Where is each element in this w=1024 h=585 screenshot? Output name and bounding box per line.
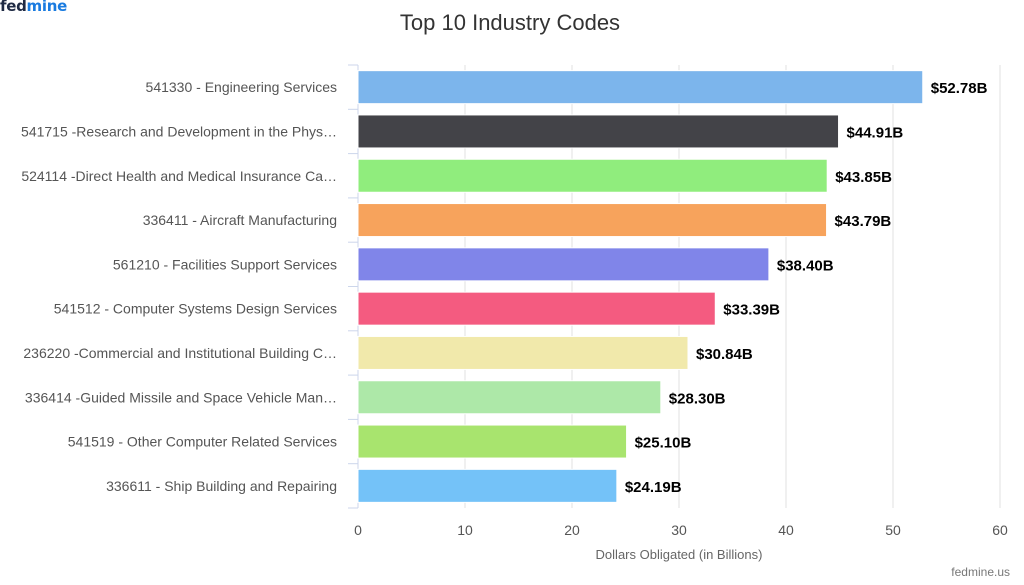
data-label: $52.78B <box>931 80 988 97</box>
fedmine-logo: fedmine <box>0 0 67 15</box>
logo-text-fed: fed <box>0 0 27 15</box>
x-axis-title: Dollars Obligated (in Billions) <box>596 547 763 562</box>
category-label: 541715 -Research and Development in the … <box>21 123 337 139</box>
x-tick-label: 40 <box>778 522 794 538</box>
x-tick-label: 60 <box>992 522 1008 538</box>
x-tick-label: 10 <box>457 522 473 538</box>
category-label: 541330 - Engineering Services <box>146 79 337 95</box>
bar <box>357 424 628 459</box>
x-tick-label: 30 <box>671 522 687 538</box>
data-label: $33.39B <box>723 302 780 319</box>
bar <box>357 203 828 238</box>
category-label: 561210 - Facilities Support Services <box>113 256 337 272</box>
chart-title: Top 10 Industry Codes <box>399 10 621 35</box>
bar <box>357 468 618 503</box>
category-label: 524114 -Direct Health and Medical Insura… <box>21 168 337 184</box>
data-label: $30.84B <box>696 346 753 363</box>
data-label: $38.40B <box>777 257 834 274</box>
x-tick-label: 20 <box>564 522 580 538</box>
data-label: $44.91B <box>847 124 904 141</box>
category-label: 336411 - Aircraft Manufacturing <box>143 212 337 228</box>
bar <box>357 70 924 105</box>
data-label: $43.79B <box>835 213 892 230</box>
bar <box>357 247 770 282</box>
category-label: 336414 -Guided Missile and Space Vehicle… <box>25 389 337 405</box>
logo-text-mine: mine <box>26 0 68 15</box>
data-label: $25.10B <box>635 435 692 452</box>
data-label: $43.85B <box>835 169 892 186</box>
category-label: 541519 - Other Computer Related Services <box>68 434 337 450</box>
bar <box>357 291 716 326</box>
bar <box>357 380 662 415</box>
category-label: 336611 - Ship Building and Repairing <box>106 478 337 494</box>
credit-text: fedmine.us <box>951 565 1010 579</box>
category-label: 236220 -Commercial and Institutional Bui… <box>23 345 337 361</box>
category-label: 541512 - Computer Systems Design Service… <box>54 301 337 317</box>
x-tick-label: 0 <box>354 522 362 538</box>
x-tick-label: 50 <box>885 522 901 538</box>
data-label: $28.30B <box>669 390 726 407</box>
bar <box>357 114 840 149</box>
bar <box>357 158 828 193</box>
data-label: $24.19B <box>625 479 682 496</box>
bar <box>357 335 689 370</box>
